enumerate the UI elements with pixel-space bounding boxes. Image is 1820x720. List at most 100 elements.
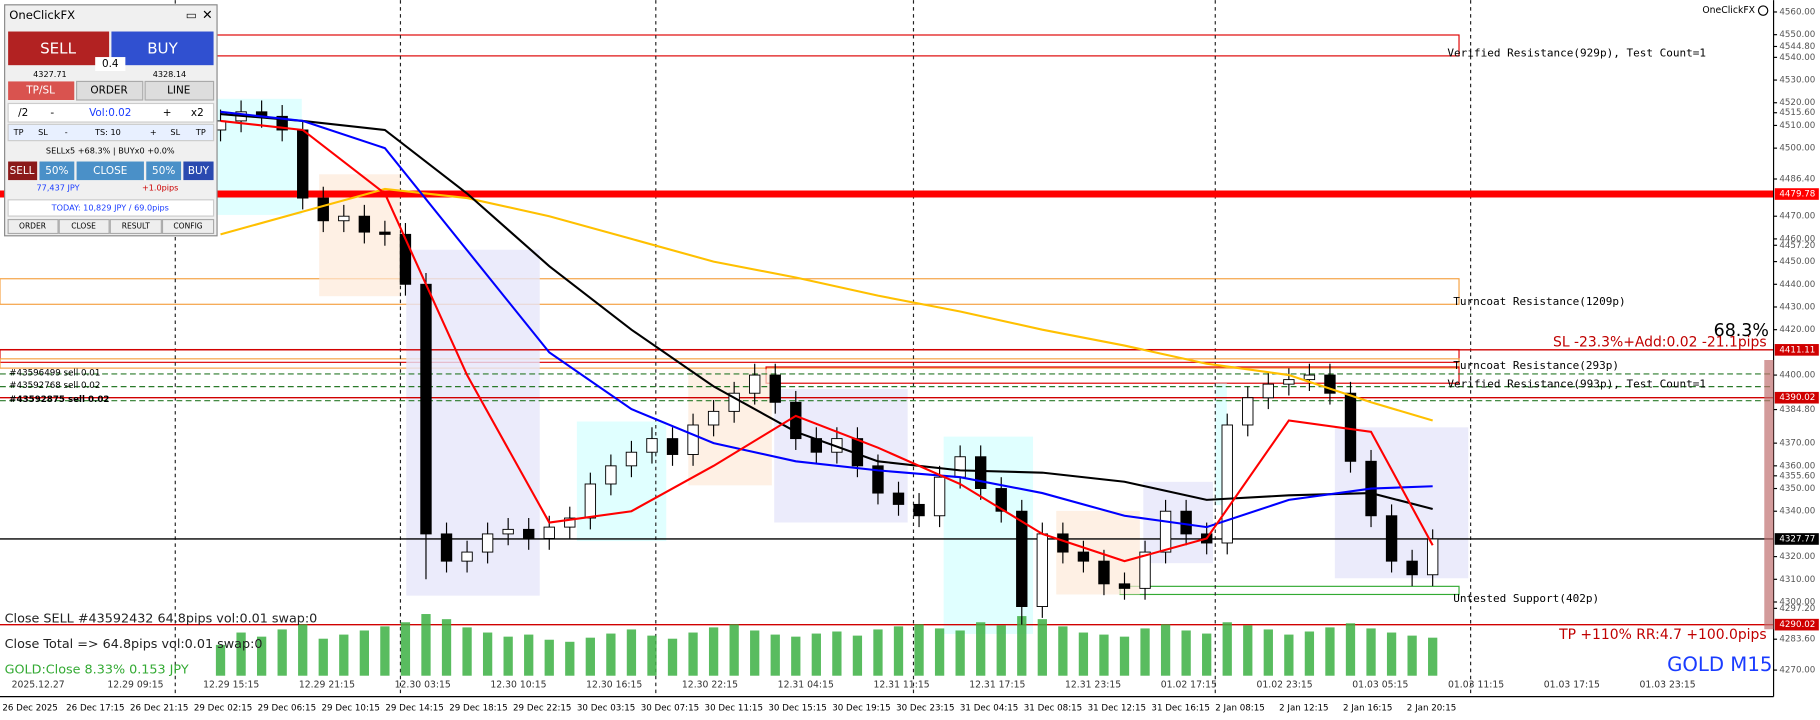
candle-body: [502, 528, 514, 535]
volume-bar: [400, 622, 411, 676]
volume-bar: [914, 624, 924, 676]
vol-button[interactable]: x2: [191, 107, 204, 119]
volume-bar: [1222, 622, 1232, 676]
moving-average: [220, 187, 1433, 422]
candle-body: [892, 492, 905, 505]
candle-body: [1016, 510, 1028, 607]
sl-label: SL -23.3%+Add:0.02 -21.1pips: [1553, 335, 1767, 351]
candle-body: [276, 115, 288, 131]
close-x[interactable]: ✕: [202, 8, 213, 23]
x-tick-label: 31 Dec 08:15: [1024, 704, 1082, 714]
volume-bar: [1243, 625, 1253, 676]
x-tick-label: 29 Dec 06:15: [258, 704, 316, 714]
zone: [0, 358, 1460, 369]
candle-body: [440, 533, 453, 562]
candle-body: [358, 215, 371, 233]
y-tick-label: 4470.00: [1779, 212, 1815, 222]
y-tick-label: 4520.00: [1779, 98, 1815, 108]
candle-body: [625, 451, 638, 467]
volume-bar: [215, 644, 226, 676]
y-tick-label: 4360.00: [1779, 461, 1815, 471]
candle-body: [707, 410, 720, 426]
tab[interactable]: [144, 80, 215, 101]
ts-button[interactable]: TP: [13, 127, 24, 137]
y-tick-label: 4450.00: [1779, 257, 1815, 267]
tab[interactable]: [8, 81, 75, 100]
close-row-button[interactable]: [76, 161, 144, 181]
y-tick-label: 4400.00: [1779, 371, 1815, 381]
close-row-button[interactable]: [146, 161, 182, 181]
footer-button[interactable]: [7, 218, 59, 235]
x-tick-label: 2 Jan 12:15: [1279, 704, 1328, 714]
y-tick-label: 4283.60: [1779, 635, 1815, 645]
buy-button[interactable]: [111, 31, 214, 66]
volume-bar: [565, 641, 575, 676]
trade-panel: OneClickFX ▭ ✕ SELL BUY 0.4 4327.71 4328…: [4, 4, 218, 237]
close-row-label: 50%: [45, 165, 68, 177]
candle-body: [1303, 374, 1316, 381]
y-tick-label: 4515.60: [1779, 108, 1815, 118]
vol-button[interactable]: /2: [18, 107, 28, 119]
ts-button[interactable]: TP: [195, 127, 206, 137]
moving-average: [220, 110, 1433, 529]
buy-label: BUY: [147, 39, 178, 57]
vol-button[interactable]: +: [163, 107, 172, 119]
volume-bar: [421, 614, 431, 676]
level-label: 4327.77: [1779, 534, 1815, 544]
x-tick-label: 29 Dec 02:15: [194, 704, 252, 714]
close-row-button[interactable]: [183, 161, 214, 181]
inner-time-label: 01.03 05:15: [1352, 680, 1408, 691]
candle-body: [1426, 538, 1439, 576]
volume-bar: [1160, 624, 1171, 676]
candle-body: [317, 197, 329, 222]
inner-time-label: 01.02 23:15: [1256, 680, 1312, 691]
footer-button[interactable]: [109, 218, 162, 235]
y-tick-label: 4310.00: [1779, 575, 1815, 585]
candle-body: [297, 129, 309, 199]
ts-button[interactable]: SL: [38, 127, 48, 137]
profit-pips: +1.0pips: [142, 183, 178, 193]
volume-bar: [708, 627, 719, 676]
annotation: Turncoat Resistance(1209p): [1453, 295, 1625, 308]
y-tick-label: 4430.00: [1779, 302, 1815, 312]
x-tick-label: 30 Dec 03:15: [577, 704, 635, 714]
ts-button[interactable]: +: [150, 127, 157, 137]
footer-button[interactable]: [161, 218, 215, 235]
y-tick-label: 4510.00: [1779, 121, 1815, 131]
volume-bar: [955, 630, 965, 676]
ts-button[interactable]: -: [65, 127, 68, 137]
volume-bar: [1017, 616, 1027, 676]
footer-button[interactable]: [58, 218, 110, 235]
close-row-button[interactable]: [39, 161, 75, 181]
volume-bar: [482, 632, 493, 676]
volume-bar: [1407, 635, 1417, 676]
y-tick-label: 4297.20: [1779, 604, 1815, 614]
volume-bar: [832, 631, 842, 676]
candle-body: [338, 215, 350, 222]
close-row-button[interactable]: [8, 161, 38, 181]
vol-button[interactable]: -: [50, 107, 54, 119]
inner-time-label: 12.29 21:15: [299, 680, 355, 691]
candle-body: [954, 456, 966, 478]
candle-body: [1118, 583, 1131, 589]
candle-body: [1221, 424, 1233, 544]
volume-bar: [441, 619, 452, 676]
level-tag: [1774, 533, 1819, 545]
tab-label: TP/SL: [25, 85, 55, 97]
volume-bar: [1058, 626, 1068, 676]
candle-body: [605, 465, 617, 485]
tab[interactable]: [76, 80, 144, 101]
minimize[interactable]: ▭: [186, 8, 197, 22]
inner-time-label: 12.29 09:15: [107, 680, 163, 691]
ts-button[interactable]: SL: [170, 127, 180, 137]
candle-body: [749, 374, 761, 394]
y-tick-label: 4300.00: [1779, 597, 1815, 607]
sell-button[interactable]: [8, 31, 110, 66]
volume-bar: [811, 633, 821, 676]
volume-bar: [606, 633, 616, 676]
y-tick-label: 4530.00: [1779, 76, 1815, 86]
candle-body: [461, 551, 473, 562]
y-tick-label: 4500.00: [1779, 144, 1815, 154]
inner-time-label: 01.03 17:15: [1544, 680, 1600, 691]
level-tag: [1774, 188, 1819, 200]
